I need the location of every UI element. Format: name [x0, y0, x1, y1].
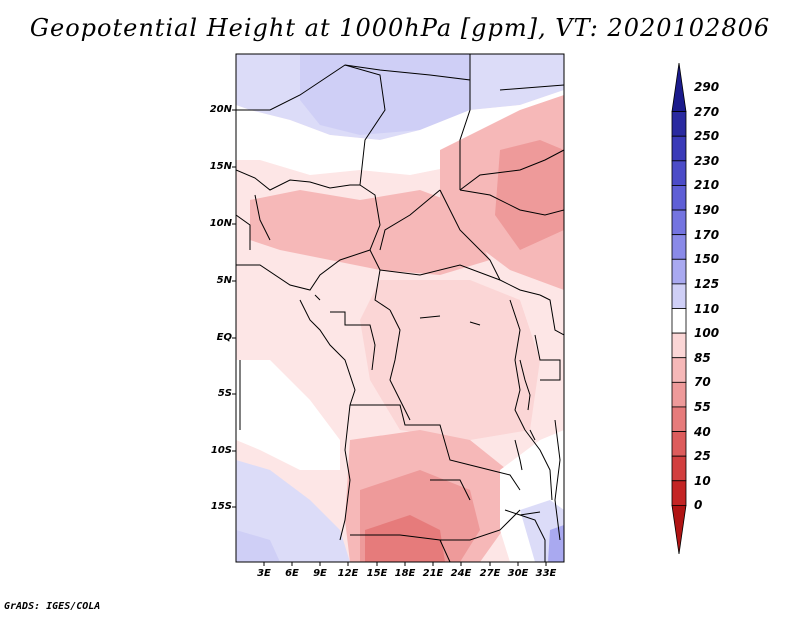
- lat-label-15s: 15S: [210, 501, 232, 512]
- lon-label-9e: 9E: [313, 568, 327, 579]
- field-sw-blue2: [236, 530, 280, 562]
- colorbar-swatch: [671, 135, 687, 162]
- colorbar-label: 40: [694, 424, 711, 439]
- lon-label-15e: 15E: [366, 568, 388, 579]
- colorbar-label: 170: [694, 227, 720, 242]
- colorbar: [671, 62, 687, 555]
- lon-label-30e: 30E: [507, 568, 529, 579]
- field-west-white: [236, 360, 340, 470]
- lat-label-eq: EQ: [216, 332, 232, 343]
- colorbar-swatch: [671, 258, 687, 285]
- colorbar-label: 210: [694, 178, 720, 193]
- lon-label-6e: 6E: [285, 568, 299, 579]
- colorbar-label: 0: [694, 498, 703, 513]
- colorbar-swatch: [671, 381, 687, 408]
- lat-label-10s: 10S: [210, 445, 232, 456]
- lat-ticks: [232, 109, 236, 508]
- map-frame: [235, 53, 565, 563]
- colorbar-label: 25: [694, 449, 711, 464]
- colorbar-swatch: [671, 431, 687, 457]
- colorbar-swatch: [671, 332, 687, 359]
- colorbar-label: 250: [694, 129, 720, 144]
- lon-label-24e: 24E: [450, 568, 472, 579]
- colorbar-label: 85: [694, 350, 711, 365]
- field-se-blue2: [548, 525, 564, 562]
- credit-text: GrADS: IGES/COLA: [4, 601, 101, 612]
- borders: [236, 54, 564, 562]
- colorbar-label: 100: [694, 326, 720, 341]
- colorbar-label: 290: [694, 80, 720, 94]
- colorbar-swatch: [671, 283, 687, 309]
- lon-ticks: [263, 562, 547, 566]
- colorbar-swatch: [671, 111, 687, 137]
- map-field: [236, 54, 564, 562]
- colorbar-swatch: [671, 185, 687, 211]
- colorbar-label: 55: [694, 399, 711, 414]
- colorbar-swatch: [671, 62, 687, 113]
- colorbar-label: 125: [694, 276, 720, 291]
- colorbar-label: 230: [694, 153, 720, 168]
- colorbar-swatch: [671, 480, 687, 506]
- lat-label-5s: 5S: [217, 388, 232, 399]
- colorbar-swatch: [671, 234, 687, 260]
- colorbar-label: 110: [694, 301, 720, 316]
- colorbar-label: 150: [694, 252, 720, 267]
- colorbar-swatch: [671, 160, 687, 186]
- map-title: Geopotential Height at 1000hPa [gpm], VT…: [29, 14, 771, 42]
- lon-label-3e: 3E: [257, 568, 271, 579]
- field-sw-blue: [236, 460, 350, 562]
- lon-label-12e: 12E: [337, 568, 359, 579]
- field-south-pink3: [365, 515, 445, 562]
- lon-label-21e: 21E: [422, 568, 444, 579]
- colorbar-swatch: [671, 308, 687, 334]
- lat-label-15n: 15N: [209, 161, 232, 172]
- field-central-pink: [250, 190, 490, 275]
- colorbar-swatch: [671, 209, 687, 236]
- lakes: [314, 294, 541, 516]
- colorbar-swatch: [671, 504, 687, 555]
- colorbar-label: 70: [694, 375, 711, 390]
- lat-label-10n: 10N: [209, 218, 232, 229]
- colorbar-swatch: [671, 357, 687, 383]
- lon-label-18e: 18E: [394, 568, 416, 579]
- colorbar-label: 190: [694, 203, 720, 218]
- field-congo: [360, 280, 540, 440]
- colorbar-swatch: [671, 406, 687, 432]
- lat-label-5n: 5N: [216, 275, 232, 286]
- colorbar-label: 270: [694, 104, 720, 119]
- lat-label-20n: 20N: [209, 104, 232, 115]
- field-ne-pink2: [495, 140, 564, 250]
- lon-label-33e: 33E: [535, 568, 557, 579]
- lon-label-27e: 27E: [479, 568, 501, 579]
- colorbar-label: 10: [694, 473, 711, 488]
- colorbar-swatch: [671, 455, 687, 482]
